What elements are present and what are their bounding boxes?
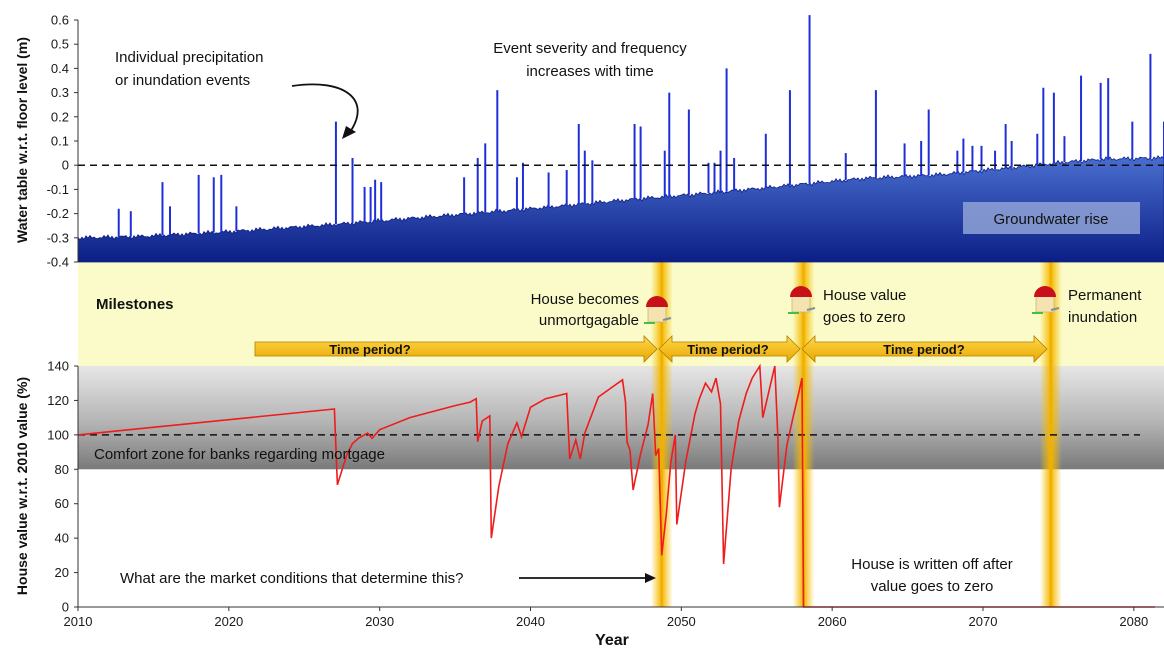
severity-annotation-line2: increases with time (526, 63, 654, 80)
top-y-axis-title: Water table w.r.t. floor level (m) (14, 37, 30, 243)
time-period-label: Time period? (883, 342, 964, 357)
top-y-tick-label: 0.4 (51, 61, 69, 76)
bottom-y-tick-label: 140 (47, 359, 69, 374)
market-conditions-label: What are the market conditions that dete… (120, 570, 464, 587)
bottom-y-tick-label: 20 (55, 565, 69, 580)
bottom-y-ticks: 140 120 100 80 60 40 20 0 (47, 359, 78, 615)
top-y-tick-label: 0.6 (51, 13, 69, 28)
market-conditions-arrowhead (645, 573, 656, 583)
permanent-label-line2: inundation (1068, 309, 1137, 326)
top-y-tick-label: 0.1 (51, 134, 69, 149)
zero-value-label-line1: House value (823, 287, 906, 304)
unmortgagable-label-line1: House becomes (531, 291, 639, 308)
top-y-tick-label: 0.2 (51, 109, 69, 124)
bottom-y-tick-label: 0 (62, 600, 69, 615)
groundwater-label: Groundwater rise (993, 211, 1108, 228)
time-period-label: Time period? (329, 342, 410, 357)
x-tick-label: 2010 (64, 614, 93, 629)
bottom-y-tick-label: 80 (55, 462, 69, 477)
bottom-y-tick-label: 100 (47, 427, 69, 442)
event-bars (117, 15, 1164, 237)
x-tick-label: 2080 (1119, 614, 1148, 629)
bottom-y-tick-label: 60 (55, 496, 69, 511)
x-tick-label: 2040 (516, 614, 545, 629)
top-y-tick-label: 0 (62, 158, 69, 173)
written-off-label-line2: value goes to zero (871, 578, 994, 595)
written-off-label-line1: House is written off after (851, 556, 1012, 573)
events-annotation-arrowhead (342, 126, 356, 139)
comfort-zone-band (78, 366, 1164, 470)
events-annotation-line2: or inundation events (115, 72, 250, 89)
x-tick-label: 2060 (818, 614, 847, 629)
bottom-y-tick-label: 120 (47, 393, 69, 408)
zero-value-label-line2: goes to zero (823, 309, 906, 326)
top-y-tick-label: -0.1 (47, 182, 69, 197)
time-period-arrow: Time period? (658, 335, 801, 363)
house-value-line (77, 363, 1155, 608)
x-ticks: 2010 2020 2030 2040 2050 2060 2070 2080 (64, 607, 1148, 629)
comfort-zone-label: Comfort zone for banks regarding mortgag… (94, 446, 385, 463)
top-y-tick-label: -0.3 (47, 230, 69, 245)
top-y-tick-label: 0.5 (51, 37, 69, 52)
permanent-label-line1: Permanent (1068, 287, 1142, 304)
x-tick-label: 2070 (969, 614, 998, 629)
time-period-arrow: Time period? (254, 335, 658, 363)
top-y-tick-label: -0.4 (47, 255, 69, 270)
x-tick-label: 2020 (214, 614, 243, 629)
groundwater-label-box (963, 202, 1140, 234)
house-icon (644, 296, 672, 324)
time-period-label: Time period? (687, 342, 768, 357)
events-annotation-line1: Individual precipitation (115, 49, 263, 66)
x-tick-label: 2030 (365, 614, 394, 629)
x-axis-title: Year (595, 632, 629, 649)
unmortgagable-label-line2: unmortgagable (539, 312, 639, 329)
bottom-y-tick-label: 40 (55, 531, 69, 546)
top-y-tick-label: 0.3 (51, 85, 69, 100)
house-icon (1032, 286, 1060, 314)
events-annotation-arrow (291, 83, 359, 133)
house-icon (788, 286, 816, 314)
x-tick-label: 2050 (667, 614, 696, 629)
time-period-arrow: Time period? (801, 335, 1048, 363)
groundwater-area (77, 155, 1164, 263)
top-y-tick-label: -0.2 (47, 206, 69, 221)
top-y-ticks: 0.6 0.5 0.4 0.3 0.2 0.1 0 -0.1 -0.2 -0.3 -0.4 (47, 13, 78, 270)
bottom-y-axis-title: House value w.r.t. 2010 value (%) (14, 377, 30, 595)
severity-annotation-line1: Event severity and frequency (493, 40, 687, 57)
milestones-title: Milestones (96, 296, 174, 313)
